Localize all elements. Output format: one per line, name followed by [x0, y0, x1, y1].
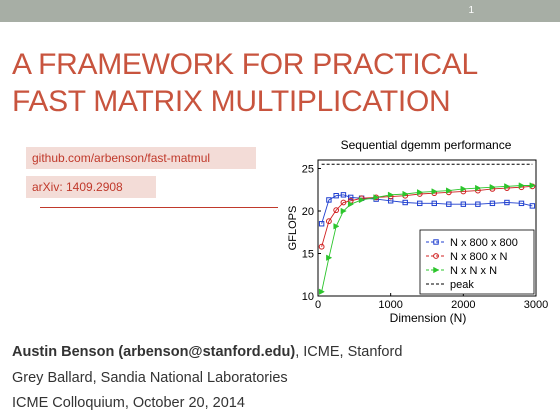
- x-tick-label-3: 3000: [524, 299, 548, 311]
- y-axis-label: GFLOPS: [287, 206, 299, 251]
- data-point-0-12: [460, 201, 467, 207]
- title-line-1: A FRAMEWORK FOR PRACTICAL: [12, 48, 478, 81]
- data-point-2-1: [326, 254, 333, 261]
- legend-label-0: N x 800 x 800: [450, 237, 518, 249]
- data-point-2-12: [460, 185, 467, 193]
- data-point-0-3: [340, 192, 347, 198]
- y-tick-label-0: 10: [302, 291, 314, 303]
- legend-label-1: N x 800 x N: [450, 251, 508, 263]
- data-point-2-11: [446, 187, 453, 194]
- legend-label-2: N x N x N: [450, 265, 497, 277]
- top-bar: 1: [0, 0, 560, 22]
- data-point-2-15: [504, 183, 511, 190]
- arxiv-link[interactable]: arXiv: 1409.2908: [26, 176, 156, 198]
- data-point-0-14: [489, 200, 496, 207]
- legend-marker-0: [433, 239, 439, 245]
- y-tick-label-2: 20: [302, 206, 314, 218]
- y-tick-label-1: 15: [302, 249, 314, 261]
- data-point-1-1: [326, 218, 332, 225]
- data-point-2-8: [402, 190, 409, 198]
- data-point-0-2: [333, 193, 339, 199]
- data-point-2-7: [387, 191, 395, 199]
- data-point-1-2: [333, 207, 340, 214]
- data-point-2-16: [518, 182, 525, 189]
- data-point-2-6: [373, 194, 380, 201]
- performance-chart: Sequential dgemm performance 0 1000 2000 30…: [287, 138, 548, 325]
- data-point-2-10: [431, 188, 438, 195]
- data-point-0-15: [504, 199, 510, 206]
- data-point-2-4: [347, 200, 355, 208]
- author-line: Austin Benson (arbenson@stanford.edu), I…: [12, 344, 402, 360]
- data-point-1-0: [318, 243, 325, 250]
- x-tick-label-0: 0: [315, 299, 321, 311]
- author-affiliation: , ICME, Stanford: [295, 344, 403, 360]
- data-point-2-5: [358, 196, 365, 204]
- data-point-0-8: [402, 199, 408, 206]
- plot-area: [317, 159, 537, 297]
- data-point-1-3: [340, 199, 347, 206]
- divider-line: [40, 207, 278, 208]
- data-point-0-16: [518, 200, 525, 207]
- data-point-2-3: [340, 207, 347, 215]
- chart-title: Sequential dgemm performance: [341, 138, 512, 152]
- slide-title: A FRAMEWORK FOR PRACTICAL FAST MATRIX MU…: [12, 46, 552, 120]
- title-line-2: FAST MATRIX MULTIPLICATION: [12, 85, 451, 118]
- data-point-0-9: [417, 200, 423, 207]
- github-link[interactable]: github.com/arbenson/fast-matmul: [26, 147, 256, 169]
- coauthor-line: Grey Ballard, Sandia National Laboratori…: [12, 370, 288, 386]
- data-point-0-13: [475, 201, 481, 207]
- data-point-0-17: [529, 203, 536, 209]
- data-point-2-9: [416, 189, 424, 196]
- x-tick-label-1: 1000: [378, 299, 402, 311]
- x-tick-label-2: 2000: [451, 299, 475, 311]
- data-point-2-17: [529, 182, 536, 189]
- legend-label-3: peak: [450, 279, 474, 291]
- event-line: ICME Colloquium, October 20, 2014: [12, 395, 245, 411]
- data-point-0-0: [318, 221, 325, 227]
- data-point-0-1: [326, 197, 332, 203]
- data-point-0-11: [446, 201, 452, 207]
- chart-legend: N x 800 x 800 N x 800 x N N x N x N peak: [419, 229, 535, 295]
- legend-marker-2: [433, 266, 440, 274]
- data-point-2-13: [475, 184, 482, 192]
- author-name: Austin Benson (arbenson@stanford.edu): [12, 344, 296, 360]
- slide-number: 1: [468, 5, 474, 16]
- y-tick-label-3: 25: [302, 164, 314, 176]
- data-point-0-4: [348, 194, 354, 201]
- x-axis-label: Dimension (N): [390, 311, 467, 325]
- legend-marker-1: [433, 253, 439, 259]
- data-point-2-0: [318, 288, 325, 295]
- data-point-2-2: [333, 223, 340, 230]
- data-point-2-14: [489, 183, 496, 191]
- data-point-0-10: [431, 200, 437, 207]
- legend-box: [419, 229, 535, 295]
